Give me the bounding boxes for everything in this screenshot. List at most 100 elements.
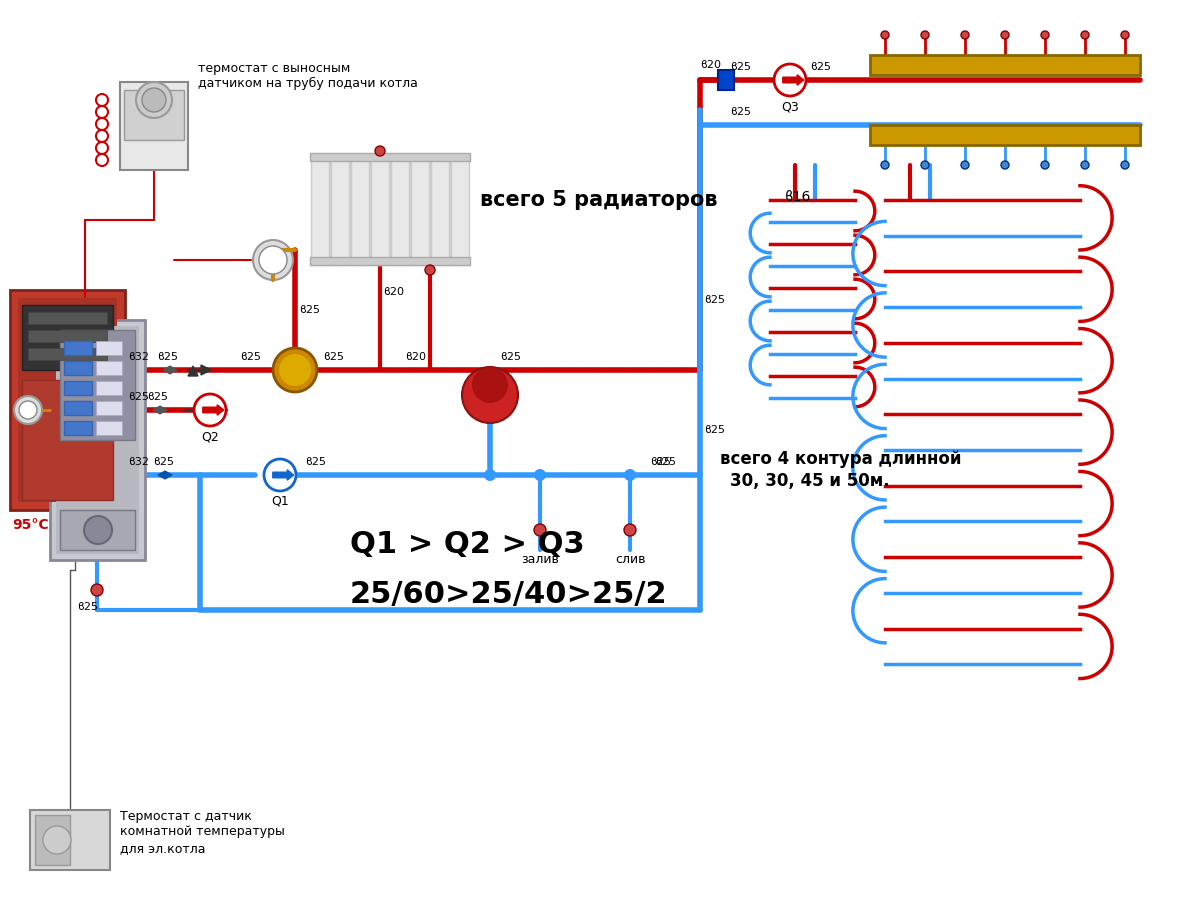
Circle shape (14, 396, 42, 424)
Text: Q2: Q2 (201, 430, 219, 443)
Circle shape (962, 31, 969, 39)
Text: 95°C: 95°C (12, 518, 49, 532)
Circle shape (279, 354, 311, 386)
Bar (451, 155, 469, 265)
Circle shape (19, 401, 37, 419)
Text: ϐ25: ϐ25 (128, 392, 149, 402)
Text: ϐ16: ϐ16 (785, 190, 812, 204)
Circle shape (194, 394, 225, 426)
FancyArrow shape (273, 470, 294, 481)
Circle shape (962, 161, 969, 169)
Text: термостат с выносным: термостат с выносным (198, 62, 350, 75)
Text: Термостат с датчик: Термостат с датчик (120, 810, 252, 823)
Text: ϐ25: ϐ25 (153, 457, 174, 467)
Circle shape (462, 367, 518, 423)
Bar (311, 155, 329, 265)
Bar (60, 510, 135, 550)
Circle shape (921, 161, 929, 169)
Text: датчиком на трубу подачи котла: датчиком на трубу подачи котла (198, 77, 418, 90)
Bar (96, 361, 122, 375)
Text: ϐ20: ϐ20 (405, 352, 426, 362)
Circle shape (1001, 161, 1010, 169)
Polygon shape (158, 472, 171, 479)
Text: ϐ32: ϐ32 (128, 457, 149, 467)
Circle shape (84, 516, 112, 544)
Circle shape (253, 240, 293, 280)
Text: 30, 30, 45 и 50м.: 30, 30, 45 и 50м. (730, 472, 890, 490)
Circle shape (1081, 31, 1089, 39)
Bar (311, 153, 470, 161)
Bar (64, 401, 92, 415)
Bar (120, 82, 188, 170)
Polygon shape (153, 406, 167, 414)
Circle shape (623, 524, 635, 536)
Bar (28, 348, 107, 360)
Text: всего 5 радиаторов: всего 5 радиаторов (480, 190, 717, 210)
Text: залив: залив (522, 553, 559, 566)
Text: ϐ25: ϐ25 (305, 457, 326, 467)
Circle shape (424, 265, 435, 275)
Circle shape (264, 459, 296, 491)
FancyArrow shape (187, 365, 211, 375)
Circle shape (623, 469, 635, 481)
Bar (10, 290, 125, 510)
Text: ϐ32: ϐ32 (128, 352, 149, 362)
Circle shape (534, 524, 546, 536)
Circle shape (534, 469, 546, 481)
Bar (64, 341, 92, 355)
Circle shape (43, 826, 71, 854)
Bar (331, 155, 349, 265)
Bar (64, 361, 92, 375)
Text: ϐ25: ϐ25 (704, 425, 725, 435)
Bar (311, 257, 470, 265)
Text: ϐ25: ϐ25 (704, 295, 725, 305)
Circle shape (1001, 31, 1010, 39)
Polygon shape (163, 366, 177, 373)
Text: ϐ20: ϐ20 (382, 287, 404, 297)
Circle shape (881, 161, 888, 169)
FancyArrow shape (185, 405, 207, 415)
Circle shape (775, 64, 806, 96)
Circle shape (484, 469, 496, 481)
Text: Q3: Q3 (781, 100, 799, 113)
Bar (870, 125, 1140, 145)
Text: ϐ25: ϐ25 (655, 457, 676, 467)
Circle shape (1121, 31, 1129, 39)
Bar (22, 305, 113, 370)
Text: ϐ25: ϐ25 (157, 352, 177, 362)
Bar (50, 320, 145, 560)
Bar (96, 381, 122, 395)
Text: 25/60>25/40>25/2: 25/60>25/40>25/2 (350, 580, 668, 609)
Text: комнатной температуры: комнатной температуры (120, 825, 285, 838)
Text: ϐ25: ϐ25 (730, 62, 751, 72)
FancyArrow shape (188, 366, 198, 376)
Bar (64, 421, 92, 435)
Circle shape (375, 146, 385, 156)
Circle shape (141, 88, 165, 112)
Bar (28, 330, 107, 342)
Circle shape (135, 82, 171, 118)
Text: ϐ25: ϐ25 (730, 107, 751, 117)
Circle shape (259, 246, 287, 274)
Circle shape (273, 348, 317, 392)
Bar (123, 90, 183, 140)
Bar (391, 155, 409, 265)
Circle shape (1041, 31, 1049, 39)
Text: ϐ25: ϐ25 (240, 352, 261, 362)
Bar (96, 421, 122, 435)
Text: для эл.котла: для эл.котла (120, 842, 205, 855)
Text: ϐ25: ϐ25 (811, 62, 831, 72)
Text: Q1: Q1 (271, 495, 289, 508)
Bar (351, 155, 369, 265)
Bar (96, 401, 122, 415)
Bar (64, 381, 92, 395)
Bar (56, 326, 139, 554)
Text: ϐ25: ϐ25 (147, 392, 168, 402)
Bar (60, 330, 135, 440)
Circle shape (91, 584, 103, 596)
Bar (18, 298, 118, 502)
Text: всего 4 контура длинной: всего 4 контура длинной (721, 450, 962, 468)
Text: Q1 > Q2 > Q3: Q1 > Q2 > Q3 (350, 530, 585, 559)
Circle shape (1041, 161, 1049, 169)
Circle shape (1121, 161, 1129, 169)
